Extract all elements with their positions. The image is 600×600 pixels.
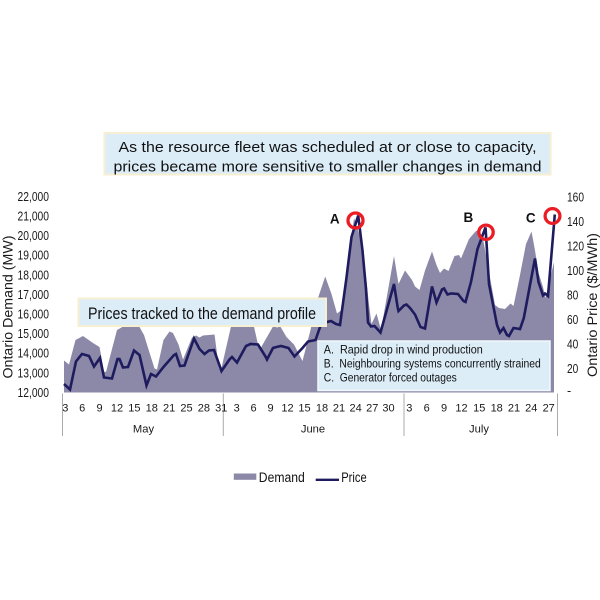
svg-text:40: 40 (567, 338, 578, 352)
svg-text:20,000: 20,000 (18, 229, 50, 243)
svg-text:15: 15 (298, 402, 310, 414)
svg-text:As the resource fleet was sche: As the resource fleet was scheduled at o… (119, 139, 537, 156)
svg-text:18,000: 18,000 (18, 268, 50, 282)
svg-text:24: 24 (525, 402, 537, 414)
svg-text:15,000: 15,000 (18, 327, 50, 341)
svg-text:July: July (469, 423, 489, 435)
svg-text:Demand: Demand (259, 470, 305, 485)
svg-text:B: B (464, 210, 474, 225)
svg-text:3: 3 (234, 402, 240, 414)
svg-text:12,000: 12,000 (18, 386, 50, 400)
svg-text:160: 160 (567, 191, 584, 205)
svg-text:18: 18 (491, 402, 503, 414)
svg-text:6: 6 (424, 402, 430, 414)
svg-text:18: 18 (316, 402, 328, 414)
svg-text:May: May (133, 423, 155, 435)
svg-text:24: 24 (349, 402, 361, 414)
svg-text:15: 15 (473, 402, 485, 414)
svg-text:-: - (567, 384, 571, 398)
svg-text:21,000: 21,000 (18, 210, 50, 224)
svg-text:19,000: 19,000 (18, 249, 50, 263)
svg-text:16,000: 16,000 (18, 308, 50, 322)
svg-text:6: 6 (79, 402, 85, 414)
svg-text:80: 80 (567, 289, 578, 303)
svg-text:100: 100 (567, 264, 584, 278)
svg-text:17,000: 17,000 (18, 288, 50, 302)
svg-text:140: 140 (567, 215, 584, 229)
svg-text:9: 9 (97, 402, 103, 414)
svg-text:B. Neighbouring systems concu: B. Neighbouring systems concurrently str… (324, 356, 541, 370)
svg-text:3: 3 (406, 402, 412, 414)
svg-text:20: 20 (567, 362, 578, 376)
svg-text:18: 18 (146, 402, 158, 414)
svg-text:28: 28 (198, 402, 210, 414)
svg-text:21: 21 (508, 402, 520, 414)
svg-text:C: C (526, 211, 536, 226)
svg-text:21: 21 (333, 402, 345, 414)
svg-text:A: A (330, 212, 340, 227)
svg-text:9: 9 (267, 402, 273, 414)
svg-text:15: 15 (128, 402, 140, 414)
svg-text:6: 6 (251, 402, 257, 414)
svg-text:Ontario Price ($/MWh): Ontario Price ($/MWh) (584, 233, 600, 377)
svg-text:12: 12 (455, 402, 467, 414)
svg-text:120: 120 (567, 240, 584, 254)
svg-text:Price: Price (341, 470, 367, 485)
svg-text:A. Rapid drop in wind product: A. Rapid drop in wind production (324, 342, 483, 356)
svg-text:9: 9 (441, 402, 447, 414)
svg-text:22,000: 22,000 (18, 190, 50, 204)
svg-text:25: 25 (180, 402, 192, 414)
svg-text:27: 27 (366, 402, 378, 414)
svg-text:13,000: 13,000 (18, 366, 50, 380)
svg-text:30: 30 (382, 402, 394, 414)
svg-text:prices became more sensitive t: prices became more sensitive to smaller … (114, 159, 542, 176)
svg-text:Ontario Demand (MW): Ontario Demand (MW) (0, 236, 16, 379)
svg-text:Prices tracked to the demand p: Prices tracked to the demand profile (88, 304, 316, 323)
svg-text:12: 12 (111, 402, 123, 414)
svg-text:21: 21 (163, 402, 175, 414)
svg-text:27: 27 (543, 402, 555, 414)
svg-text:12: 12 (281, 402, 293, 414)
svg-text:June: June (301, 423, 325, 435)
svg-text:31: 31 (215, 402, 227, 414)
svg-text:60: 60 (567, 313, 578, 327)
svg-text:C. Generator forced outages: C. Generator forced outages (324, 370, 457, 384)
svg-text:14,000: 14,000 (18, 347, 50, 361)
svg-text:3: 3 (62, 402, 68, 414)
